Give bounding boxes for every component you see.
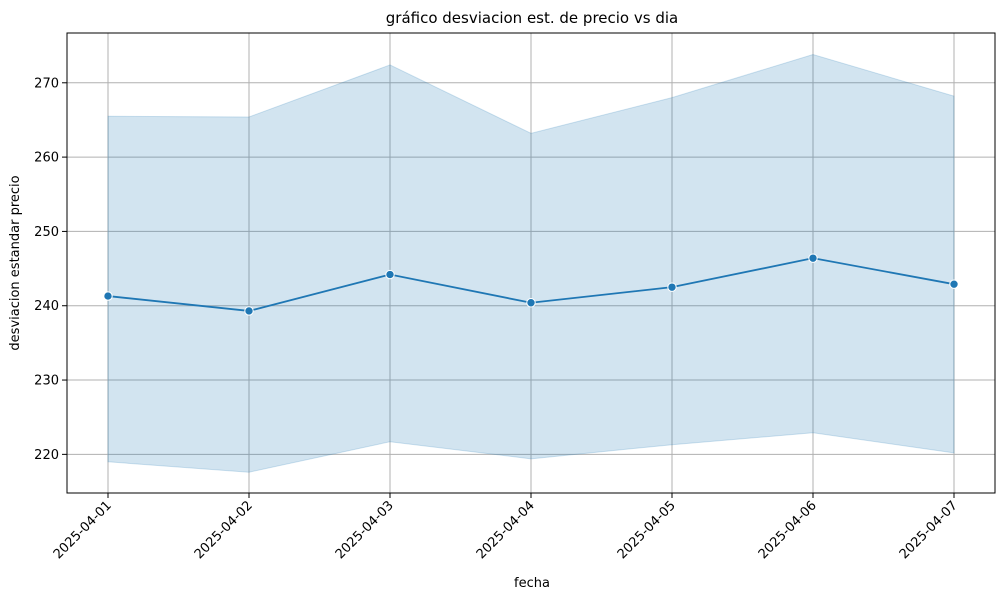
grid — [67, 33, 995, 493]
x-axis: 2025-04-01 2025-04-02 2025-04-03 2025-04-04… — [51, 493, 961, 562]
data-point — [667, 282, 677, 292]
data-point — [244, 306, 254, 316]
confidence-band-area — [107, 54, 955, 473]
x-tick-label: 2025-04-01 — [51, 498, 115, 562]
x-tick-label: 2025-04-07 — [897, 498, 961, 562]
x-tick-label: 2025-04-05 — [615, 498, 679, 562]
chart-title: gráfico desviacion est. de precio vs dia — [386, 9, 678, 27]
y-tick-label: 260 — [34, 151, 59, 166]
x-tick-label: 2025-04-03 — [333, 498, 397, 562]
x-tick-label: 2025-04-06 — [756, 498, 820, 562]
y-tick-label: 250 — [34, 225, 59, 240]
y-tick-label: 230 — [34, 374, 59, 389]
data-point — [808, 253, 818, 263]
data-point — [385, 269, 395, 280]
x-axis-label: fecha — [514, 576, 550, 591]
series-markers — [103, 253, 959, 316]
y-tick-label: 240 — [34, 299, 59, 314]
x-tick-label: 2025-04-04 — [474, 498, 538, 562]
data-point — [949, 279, 959, 289]
x-tick-label: 2025-04-02 — [192, 498, 256, 562]
confidence-band — [107, 54, 955, 473]
y-tick-label: 270 — [34, 76, 59, 91]
data-point — [103, 291, 113, 301]
y-tick-label: 220 — [34, 448, 59, 463]
data-point — [526, 298, 536, 308]
y-axis: 220 230 240 250 260 270 — [34, 76, 67, 463]
y-axis-label: desviacion estandar precio — [8, 175, 23, 350]
